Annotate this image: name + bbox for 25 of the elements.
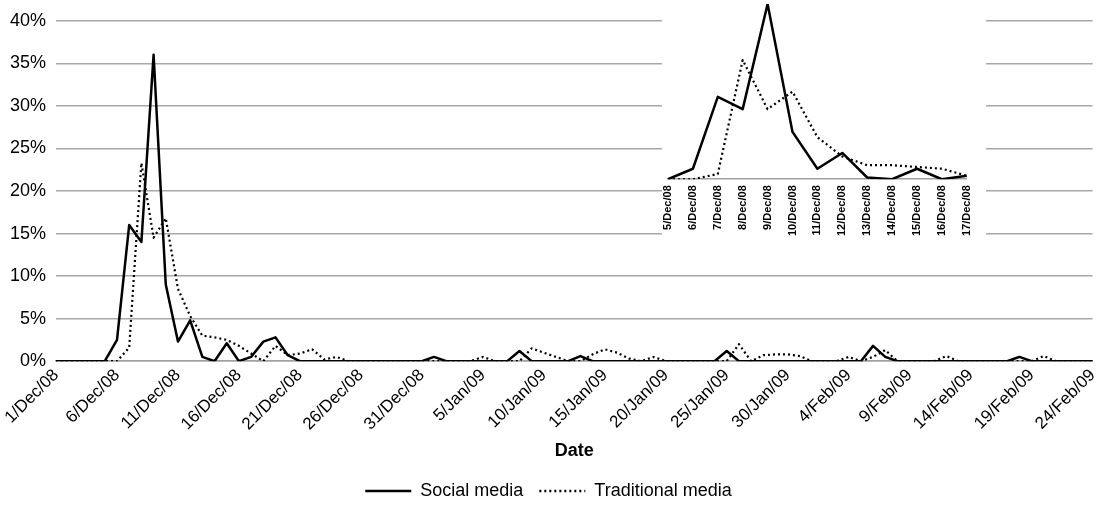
- x-tick-label: 5/Dec/08: [661, 185, 674, 230]
- x-tick-label: 16/Dec/08: [934, 185, 947, 236]
- x-tick-label: 6/Dec/08: [685, 185, 698, 230]
- x-tick-label: 17/Dec/08: [959, 185, 972, 236]
- y-tick-label: 30%: [10, 94, 47, 115]
- x-tick-label: 12/Dec/08: [835, 185, 848, 236]
- y-tick-label: 40%: [10, 9, 47, 30]
- y-tick-label: 0%: [20, 350, 47, 371]
- legend-label: Social media: [420, 479, 525, 500]
- y-tick-label: 10%: [10, 265, 47, 286]
- y-tick-label: 20%: [10, 179, 47, 200]
- x-tick-label: 14/Dec/08: [885, 185, 898, 236]
- y-tick-label: 25%: [10, 137, 47, 158]
- x-tick-label: 10/Dec/08: [785, 185, 798, 236]
- x-axis-title: Date: [554, 440, 594, 461]
- legend-label: Traditional media: [594, 479, 733, 500]
- y-tick-label: 35%: [10, 52, 47, 73]
- y-tick-label: 15%: [10, 222, 47, 243]
- x-tick-label: 11/Dec/08: [810, 185, 823, 236]
- x-tick-label: 13/Dec/08: [860, 185, 873, 236]
- x-tick-label: 8/Dec/08: [735, 185, 748, 230]
- x-tick-label: 9/Dec/08: [760, 185, 773, 230]
- x-tick-label: 7/Dec/08: [710, 185, 723, 230]
- y-tick-label: 5%: [20, 307, 47, 328]
- x-tick-label: 15/Dec/08: [910, 185, 923, 236]
